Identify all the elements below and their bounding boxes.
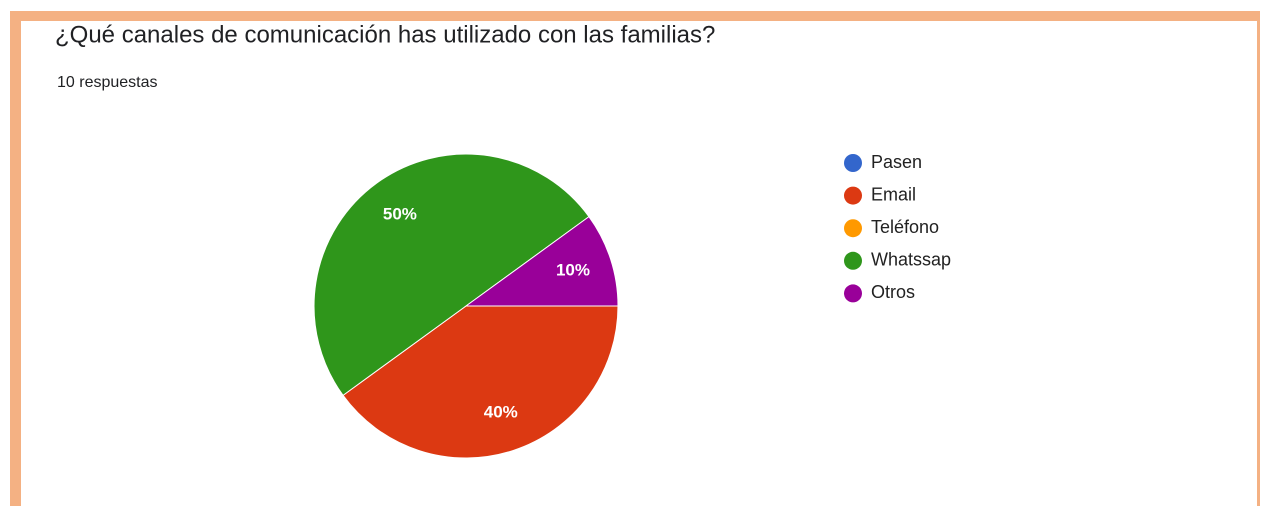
legend-label: Whatssap bbox=[871, 250, 951, 270]
slice-label: 50% bbox=[383, 204, 417, 223]
pie-slice bbox=[464, 215, 619, 307]
pie-slice bbox=[313, 153, 590, 397]
slice-label: 40% bbox=[484, 402, 518, 421]
legend-swatch bbox=[844, 251, 862, 270]
chart-subtitle: 10 respuestas bbox=[57, 74, 158, 91]
frame-left bbox=[10, 11, 21, 506]
legend-label: Teléfono bbox=[871, 217, 939, 237]
frame-top bbox=[10, 11, 1260, 21]
legend-swatch bbox=[844, 186, 862, 205]
legend-swatch bbox=[844, 219, 862, 238]
slice-label: 10% bbox=[556, 261, 590, 280]
legend-label: Otros bbox=[871, 282, 915, 302]
pie-slice bbox=[342, 305, 619, 459]
chart-title: ¿Qué canales de comunicación has utiliza… bbox=[55, 21, 715, 48]
legend-swatch bbox=[844, 154, 862, 172]
legend-label: Pasen bbox=[871, 152, 922, 172]
legend-swatch bbox=[844, 284, 862, 303]
legend-label: Email bbox=[871, 184, 916, 204]
frame-right bbox=[1257, 11, 1260, 506]
